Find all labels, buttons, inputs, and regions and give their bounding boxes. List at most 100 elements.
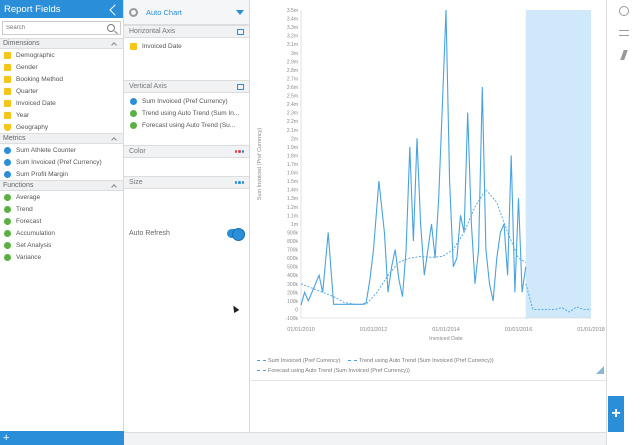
functions-section-header[interactable]: Functions: [0, 180, 123, 191]
y-axis-title: Sum Invoiced (Pref Currency): [257, 128, 263, 201]
color-palette-icon[interactable]: [234, 150, 244, 153]
y-tick-label: 1.4m: [287, 188, 298, 194]
list-item[interactable]: Sum Profit Margin: [0, 168, 123, 180]
list-item[interactable]: Average: [0, 191, 123, 203]
bottom-strip: [124, 432, 606, 445]
folder-icon: [130, 42, 137, 50]
size-settings-icon[interactable]: [234, 181, 244, 184]
y-tick-label: 2.8m: [287, 68, 298, 74]
auto-refresh-toggle[interactable]: [227, 227, 245, 241]
list-item[interactable]: Year: [0, 109, 123, 121]
list-item[interactable]: Booking Method: [0, 73, 123, 85]
auto-refresh-label: Auto Refresh: [129, 229, 170, 237]
y-tick-label: 1m: [291, 222, 298, 228]
list-item[interactable]: Sum Athlete Counter: [0, 144, 123, 156]
y-tick-label: 200k: [287, 290, 298, 296]
list-item[interactable]: Invoiced Date: [128, 40, 245, 52]
field-label: Gender: [16, 63, 38, 71]
metrics-section-header[interactable]: Metrics: [0, 133, 123, 144]
metric-icon: [4, 170, 11, 178]
mouse-cursor-icon: [230, 303, 240, 314]
format-button[interactable]: [607, 22, 640, 44]
field-label: Accumulation: [16, 229, 56, 237]
chevron-up-icon[interactable]: [111, 136, 117, 143]
horizontal-axis-dropzone[interactable]: Invoiced Date: [124, 38, 249, 80]
y-tick-label: 1.8m: [287, 153, 298, 159]
metric-icon: [4, 146, 11, 154]
y-tick-label: 1.3m: [287, 196, 298, 202]
list-item[interactable]: Set Analysis: [0, 239, 123, 251]
chart-config-panel: Auto Chart Horizontal Axis Invoiced Date…: [124, 0, 250, 432]
chart-type-selector[interactable]: Auto Chart: [124, 0, 249, 25]
folder-icon: [4, 87, 11, 95]
add-field-button[interactable]: +: [0, 431, 124, 445]
y-tick-label: 3.2m: [287, 34, 298, 40]
resize-handle[interactable]: [596, 366, 604, 374]
report-fields-header[interactable]: Report Fields: [0, 0, 123, 18]
legend-swatch: [347, 360, 357, 362]
size-header[interactable]: Size: [124, 176, 249, 189]
search-box[interactable]: [2, 21, 121, 35]
x-tick-label: 01/01/2016: [505, 327, 533, 333]
y-tick-label: 3.5m: [287, 8, 298, 14]
report-fields-panel: Report Fields Dimensions Demographic Gen…: [0, 0, 124, 445]
y-tick-label: 700k: [287, 248, 298, 254]
add-chart-button[interactable]: +: [608, 396, 624, 432]
legend-entry[interactable]: Forecast using Auto Trend (Sum Invoiced …: [257, 368, 410, 374]
vertical-axis-header[interactable]: Vertical Axis: [124, 80, 249, 93]
folder-icon: [4, 51, 11, 59]
analytics-button[interactable]: [607, 44, 640, 66]
y-tick-label: 3.1m: [287, 42, 298, 48]
field-label: Quarter: [16, 87, 39, 95]
list-item[interactable]: Accumulation: [0, 227, 123, 239]
caret-down-icon[interactable]: [236, 9, 244, 15]
vertical-axis-dropzone[interactable]: Sum Invoiced (Pref Currency) Trend using…: [124, 93, 249, 145]
list-item[interactable]: Sum Invoiced (Pref Currency): [128, 95, 245, 107]
list-item[interactable]: Trend using Auto Trend (Sum In...: [128, 107, 245, 119]
y-tick-label: 3.3m: [287, 25, 298, 31]
legend-label: Forecast using Auto Trend (Sum Invoiced …: [268, 368, 410, 374]
history-button[interactable]: [607, 0, 640, 22]
function-icon: [130, 121, 137, 129]
right-toolbar: [606, 0, 640, 445]
horizontal-axis-header[interactable]: Horizontal Axis: [124, 25, 249, 38]
y-tick-label: 1.7m: [287, 162, 298, 168]
chevron-up-icon[interactable]: [111, 41, 117, 48]
chevron-up-icon[interactable]: [111, 183, 117, 190]
list-item[interactable]: Variance: [0, 251, 123, 263]
list-item[interactable]: Invoiced Date: [0, 97, 123, 109]
series-line: [300, 188, 527, 305]
axis-settings-icon[interactable]: [237, 28, 244, 35]
color-dropzone[interactable]: [124, 158, 249, 176]
list-item[interactable]: Trend: [0, 203, 123, 215]
field-label: Invoiced Date: [16, 99, 56, 107]
legend-entry[interactable]: Trend using Auto Trend (Sum Invoiced (Pr…: [347, 358, 494, 364]
y-tick-label: 600k: [287, 256, 298, 262]
list-item[interactable]: Geography: [0, 121, 123, 133]
line-chart[interactable]: -100k 0 100k 200k 300k 400k 500k 600k 700k 800k 90…: [251, 0, 606, 356]
function-icon: [130, 109, 137, 117]
legend-entry[interactable]: Sum Invoiced (Pref Currency): [257, 358, 340, 364]
search-input[interactable]: [3, 22, 107, 34]
list-item[interactable]: Sum Invoiced (Pref Currency): [0, 156, 123, 168]
axis-settings-icon[interactable]: [237, 83, 244, 90]
y-tick-label: 800k: [287, 239, 298, 245]
list-item[interactable]: Forecast: [0, 215, 123, 227]
size-dropzone[interactable]: [124, 189, 249, 207]
dimensions-label: Dimensions: [3, 40, 40, 47]
dimensions-section-header[interactable]: Dimensions: [0, 38, 123, 49]
gear-icon[interactable]: [129, 7, 138, 17]
field-label: Demographic: [16, 51, 55, 59]
chevron-left-icon[interactable]: [109, 4, 121, 16]
list-item[interactable]: Forecast using Auto Trend (Su...: [128, 119, 245, 131]
list-item[interactable]: Quarter: [0, 85, 123, 97]
chart-type-label: Auto Chart: [146, 7, 182, 17]
chart-canvas[interactable]: -100k 0 100k 200k 300k 400k 500k 600k 700k 800k 90…: [251, 0, 606, 432]
search-icon[interactable]: [107, 24, 115, 32]
field-label: Forecast: [16, 217, 42, 225]
y-tick-label: 2.2m: [287, 119, 298, 125]
metric-icon: [130, 97, 137, 105]
list-item[interactable]: Gender: [0, 61, 123, 73]
list-item[interactable]: Demographic: [0, 49, 123, 61]
color-header[interactable]: Color: [124, 145, 249, 158]
